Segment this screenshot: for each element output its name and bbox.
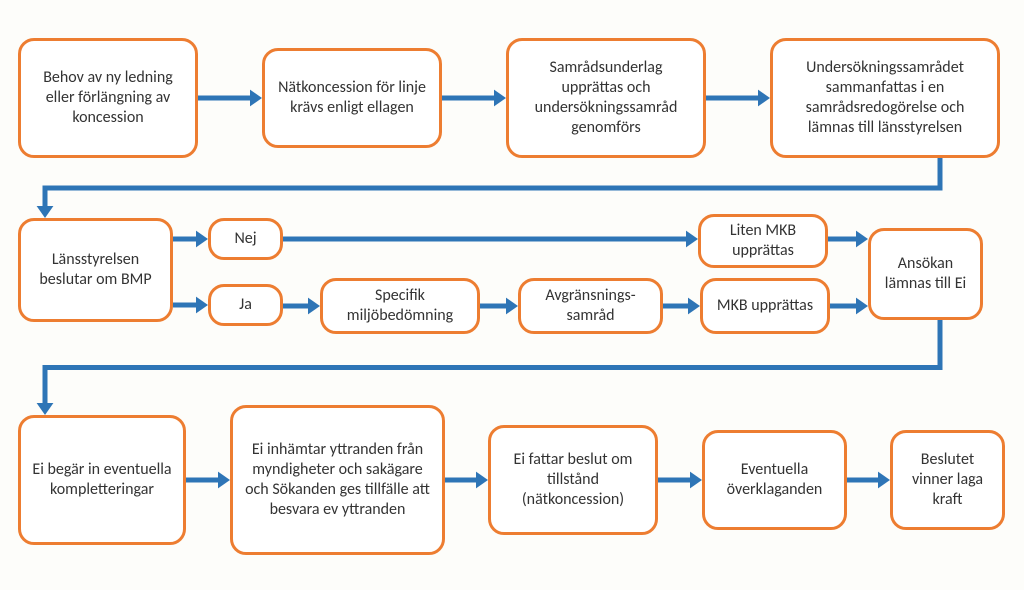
- flow-node-n12: Ei inhämtar yttranden från myndigheter o…: [230, 405, 445, 555]
- flow-node-label: Liten MKB upprättas: [709, 221, 817, 261]
- flow-node-label: Avgränsnings-samråd: [529, 286, 652, 326]
- flow-node-n1: Behov av ny ledning eller förlängning av…: [18, 38, 198, 158]
- flow-node-nYes: Ja: [208, 284, 283, 326]
- flow-arrow: [283, 227, 698, 251]
- flow-arrow: [283, 294, 320, 318]
- flow-arrow: [663, 294, 700, 318]
- flow-arrow: [173, 227, 208, 251]
- flow-node-label: Beslutet vinner laga kraft: [901, 450, 994, 510]
- flow-arrow: [186, 468, 230, 492]
- flow-node-n8: Liten MKB upprättas: [698, 214, 828, 268]
- flow-node-n11: Ei begär in eventuella kompletteringar: [18, 415, 186, 545]
- flow-arrow: [198, 86, 262, 110]
- flow-node-n6: Specifik miljöbedömning: [320, 278, 480, 334]
- flow-node-n7: Avgränsnings-samråd: [518, 278, 663, 334]
- flow-node-label: Länsstyrelsen beslutar om BMP: [29, 250, 162, 290]
- flow-arrow: [830, 294, 868, 318]
- flow-node-n14: Eventuella överklaganden: [702, 430, 847, 530]
- flow-node-n9: MKB upprättas: [700, 278, 830, 334]
- flow-node-label: Ei fattar beslut om tillstånd (nätkonces…: [499, 450, 647, 510]
- flow-node-label: MKB upprättas: [717, 296, 813, 316]
- flow-node-n13: Ei fattar beslut om tillstånd (nätkonces…: [488, 425, 658, 535]
- flow-arrow: [828, 227, 868, 251]
- flow-arrow: [33, 320, 952, 415]
- flow-node-label: Specifik miljöbedömning: [331, 286, 469, 326]
- flow-arrow: [445, 468, 488, 492]
- flow-node-label: Nej: [234, 229, 256, 249]
- flow-node-nNo: Nej: [208, 218, 283, 260]
- flow-arrow: [480, 294, 518, 318]
- flow-node-label: Eventuella överklaganden: [713, 460, 836, 500]
- flow-arrow: [658, 468, 702, 492]
- flow-arrow: [706, 86, 770, 110]
- flow-node-n2: Nätkoncession för linje krävs enligt ell…: [262, 48, 442, 148]
- flow-node-n15: Beslutet vinner laga kraft: [890, 430, 1005, 530]
- flow-node-n4: Undersökningssamrådet sammanfattas i en …: [770, 38, 1000, 158]
- flow-arrow: [847, 468, 890, 492]
- flow-node-label: Nätkoncession för linje krävs enligt ell…: [273, 78, 431, 118]
- flow-arrow: [33, 158, 952, 218]
- flow-node-n5: Länsstyrelsen beslutar om BMP: [18, 218, 173, 322]
- flow-arrow: [173, 293, 208, 317]
- flow-node-label: Samrådsunderlag upprättas och undersökni…: [517, 58, 695, 138]
- flow-node-n3: Samrådsunderlag upprättas och undersökni…: [506, 38, 706, 158]
- flow-node-n10: Ansökan lämnas till Ei: [868, 228, 983, 320]
- flow-node-label: Ansökan lämnas till Ei: [879, 254, 972, 294]
- flow-node-label: Ja: [239, 295, 252, 315]
- flow-node-label: Undersökningssamrådet sammanfattas i en …: [781, 58, 989, 138]
- flow-node-label: Ei begär in eventuella kompletteringar: [29, 460, 175, 500]
- flow-arrow: [442, 86, 506, 110]
- flow-node-label: Ei inhämtar yttranden från myndigheter o…: [241, 440, 434, 520]
- flow-node-label: Behov av ny ledning eller förlängning av…: [29, 68, 187, 128]
